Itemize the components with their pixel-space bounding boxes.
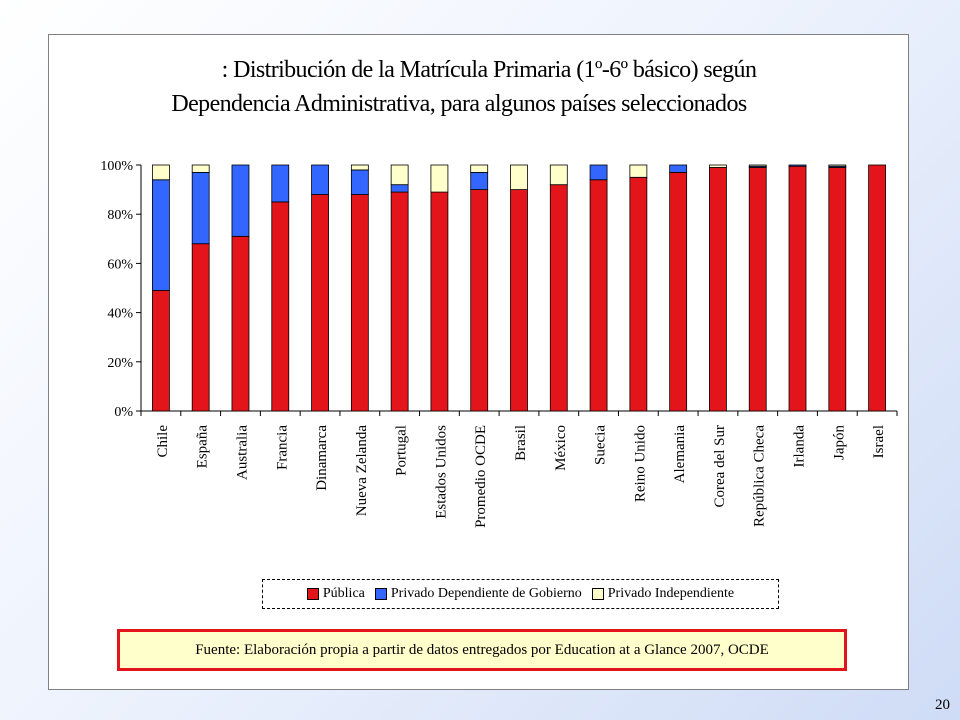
chart-title-line-1: : Distribución de la Matrícula Primaria … (221, 57, 757, 83)
chart-svg: 0% 20% 40% 60% 80% 100% Chile España Australia Fr… (100, 159, 898, 528)
bar-publica-15 (748, 167, 767, 412)
bar-privado-dependiente-0 (151, 179, 170, 291)
x-category-label: Corea del Sur (712, 425, 728, 507)
bar-publica-0 (151, 290, 170, 412)
source-note: Fuente: Elaboración propia a partir de d… (117, 629, 847, 671)
x-category-label: Brasil (513, 425, 529, 461)
bar-privado-independiente-12 (629, 164, 648, 178)
y-tick-label: 0% (114, 405, 133, 420)
chart-legend: Pública Privado Dependiente de Gobierno … (262, 579, 779, 609)
legend-item-privado-independiente: Privado Independiente (591, 586, 735, 602)
x-category-label: Portugal (394, 425, 410, 476)
bar-publica-1 (191, 243, 210, 412)
slide-panel: : Distribución de la Matrícula Primaria … (48, 34, 909, 690)
legend-swatch-privado-dependiente (374, 588, 387, 600)
x-category-label: Dinamarca (314, 425, 330, 491)
legend-label-publica: Pública (322, 586, 365, 601)
x-category-label: Estados Unidos (433, 425, 449, 519)
bar-privado-independiente-9 (510, 164, 528, 191)
legend-label-privado-independiente: Privado Independiente (607, 586, 735, 601)
bar-publica-17 (828, 167, 847, 412)
source-text: Fuente: Elaboración propia a partir de d… (195, 641, 769, 658)
bar-privado-independiente-10 (549, 164, 568, 186)
bar-privado-independiente-5 (350, 164, 369, 171)
bar-publica-10 (549, 184, 568, 412)
y-tick-label: 60% (107, 257, 133, 272)
x-category-label: Promedio OCDE (473, 425, 489, 528)
bar-privado-dependiente-1 (191, 171, 210, 245)
x-category-label: Chile (155, 425, 171, 458)
bar-publica-18 (868, 164, 887, 412)
bar-privado-independiente-6 (390, 164, 409, 186)
bar-publica-4 (311, 194, 329, 412)
bar-publica-2 (231, 235, 250, 412)
bar-publica-14 (709, 167, 727, 412)
bar-publica-7 (430, 191, 449, 412)
bar-publica-3 (271, 201, 290, 412)
bar-privado-independiente-8 (470, 164, 489, 173)
legend-label-privado-dependiente: Privado Dependiente de Gobierno (390, 586, 582, 601)
bar-privado-dependiente-6 (390, 184, 409, 193)
bar-publica-9 (510, 189, 528, 412)
bar-privado-independiente-7 (430, 164, 449, 193)
bar-publica-6 (390, 191, 409, 412)
x-category-label: España (195, 425, 211, 469)
page-number: 20 (935, 697, 950, 713)
bar-privado-independiente-17 (828, 164, 847, 167)
bar-privado-independiente-14 (709, 164, 727, 168)
x-category-label: Nueva Zelanda (354, 425, 370, 517)
y-tick-label: 40% (107, 307, 133, 322)
bar-publica-5 (350, 194, 369, 412)
bar-privado-dependiente-5 (350, 169, 369, 195)
x-category-label: Francia (274, 425, 290, 470)
bar-publica-8 (470, 189, 489, 412)
x-category-label: Reino Unido (632, 425, 648, 502)
bar-privado-dependiente-16 (788, 164, 807, 167)
bar-publica-12 (629, 176, 648, 412)
legend-item-privado-dependiente: Privado Dependiente de Gobierno (374, 586, 582, 602)
x-category-label: Alemania (672, 425, 688, 484)
legend-swatch-privado-independiente (591, 588, 604, 600)
y-tick-label: 100% (100, 159, 133, 174)
bar-privado-dependiente-11 (589, 164, 608, 181)
chart-title-line-2: Dependencia Administrativa, para algunos… (171, 91, 747, 117)
bar-publica-13 (669, 171, 688, 412)
bar-privado-dependiente-3 (271, 164, 290, 203)
x-category-label: Australia (234, 425, 250, 480)
x-category-label: Suecia (593, 425, 609, 465)
bar-publica-11 (589, 179, 608, 412)
bar-privado-dependiente-13 (669, 164, 688, 173)
y-tick-label: 20% (107, 356, 133, 371)
bar-privado-independiente-0 (151, 164, 170, 181)
bar-privado-independiente-15 (748, 164, 767, 167)
legend-swatch-publica (306, 588, 319, 600)
bar-privado-dependiente-2 (231, 164, 250, 237)
x-category-label: Japón (831, 425, 847, 460)
bar-privado-dependiente-4 (311, 164, 329, 195)
legend-item-publica: Pública (306, 586, 365, 602)
bar-privado-dependiente-8 (470, 171, 489, 191)
x-category-label: México (553, 425, 569, 471)
x-category-label: República Checa (752, 425, 768, 527)
x-category-label: Irlanda (792, 425, 808, 468)
bar-privado-independiente-1 (191, 164, 210, 173)
y-tick-label: 80% (107, 208, 133, 223)
x-category-label: Israel (871, 425, 887, 458)
bar-publica-16 (788, 165, 807, 412)
